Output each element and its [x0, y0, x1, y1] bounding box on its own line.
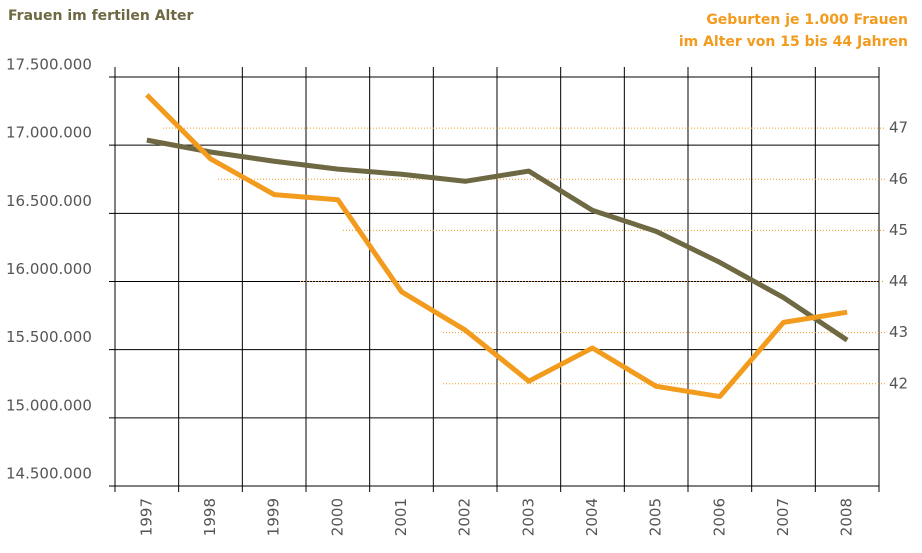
x-tick-label: 2008: [838, 498, 856, 536]
x-tick-label: 2004: [583, 498, 601, 536]
y2-tick-label: 47: [889, 119, 908, 137]
y-tick-label: 17.500.000: [6, 56, 92, 74]
x-tick-label: 2006: [710, 498, 728, 536]
x-tick-label: 2002: [456, 498, 474, 536]
x-tick-label: 2001: [392, 498, 410, 536]
y2-tick-label: 44: [889, 272, 908, 290]
x-tick-label: 2005: [647, 498, 665, 536]
y-tick-label: 17.000.000: [6, 124, 92, 142]
y-axis-title: Frauen im fertilen Alter: [8, 8, 194, 24]
y-tick-label: 15.000.000: [6, 396, 92, 414]
y-tick-label: 14.500.000: [6, 465, 92, 483]
x-tick-label: 1999: [265, 498, 283, 536]
y-tick-label: 16.000.000: [6, 260, 92, 278]
y2-tick-label: 45: [889, 221, 908, 239]
y-tick-label: 16.500.000: [6, 192, 92, 210]
y-tick-label: 15.500.000: [6, 328, 92, 346]
y2-tick-label: 43: [889, 323, 908, 341]
line: [146, 137, 849, 343]
x-tick-label: 2000: [328, 498, 346, 536]
x-tick-label: 1997: [137, 498, 155, 536]
y2-tick-label: 46: [889, 170, 908, 188]
x-tick-label: 2003: [519, 498, 537, 536]
y2-tick-label: 42: [889, 374, 908, 392]
y2-axis-title: im Alter von 15 bis 44 Jahren: [679, 34, 908, 50]
line: [145, 93, 848, 400]
x-tick-label: 2007: [774, 498, 792, 536]
x-tick-label: 1998: [201, 498, 219, 536]
y2-axis-title: Geburten je 1.000 Frauen: [706, 12, 908, 28]
